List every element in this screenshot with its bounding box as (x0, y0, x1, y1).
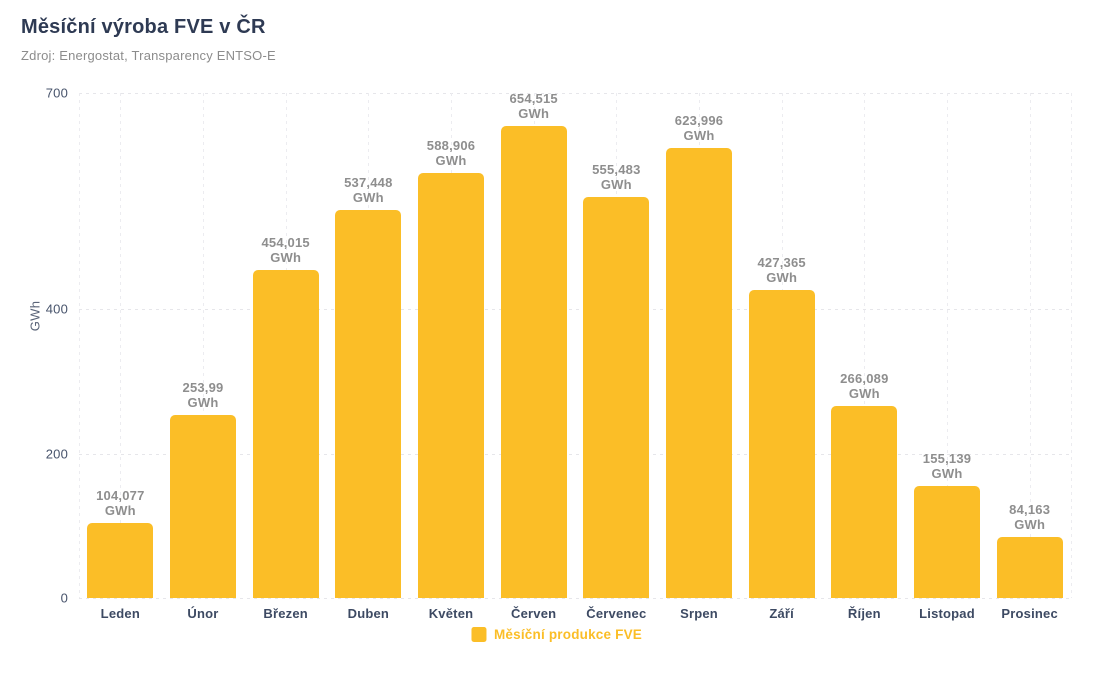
bar-leden[interactable] (87, 522, 154, 598)
bar-value-label: 266,089 GWh (840, 371, 889, 402)
gridline-vertical (1029, 93, 1031, 598)
gridline-vertical (1071, 93, 1072, 598)
bar-value-label: 253,99 GWh (182, 379, 224, 410)
chart-title: Měsíční výroba FVE v ČR (21, 16, 266, 38)
bar-listopad[interactable] (914, 486, 980, 598)
bar-value-label: 537,448 GWh (344, 175, 393, 206)
y-axis-title: GWh (27, 300, 43, 332)
gridline-horizontal (79, 93, 1071, 94)
bar-únor[interactable] (170, 414, 236, 598)
bar-value-label: 588,906 GWh (426, 138, 476, 169)
bar-říjen[interactable] (831, 406, 898, 598)
gridline-vertical (79, 93, 80, 598)
y-tick-label: 0 (60, 590, 68, 606)
bar-value-label: 427,365 GWh (757, 254, 806, 285)
gridline-horizontal (79, 598, 1071, 599)
gridline-vertical (203, 93, 204, 598)
bar-value-label: 454,015 GWh (261, 235, 310, 266)
legend-item[interactable]: Měsíční produkce FVE (470, 627, 643, 642)
y-tick-label: 200 (45, 446, 68, 462)
bar-prosinec[interactable] (996, 537, 1063, 598)
gridline-vertical (947, 93, 948, 598)
bar-value-label: 155,139 GWh (922, 451, 972, 482)
legend-swatch-icon (470, 627, 486, 642)
bar-value-label: 555,483 GWh (592, 162, 641, 193)
y-tick-label: 700 (45, 85, 68, 101)
gridline-horizontal (79, 453, 1071, 455)
x-axis-label-leden: Leden (100, 606, 140, 621)
gridline-vertical (120, 93, 122, 598)
bar-červen[interactable] (500, 125, 567, 598)
bar-value-label: 623,996 GWh (674, 112, 724, 143)
bar-value-label: 654,515 GWh (509, 90, 558, 121)
x-axis-label-březen: Březen (263, 606, 308, 621)
bar-červenec[interactable] (583, 197, 650, 598)
bar-srpen[interactable] (666, 147, 732, 598)
legend-label: Měsíční produkce FVE (493, 627, 643, 642)
gridline-horizontal (79, 309, 1071, 311)
x-axis-label-červenec: Červenec (586, 606, 647, 621)
plot-area: 0 200 400 700 104,077 GWh Leden 253,99 GWh Únor 45… (46, 86, 1072, 621)
x-axis-label-únor: Únor (187, 606, 219, 621)
x-axis-label-duben: Duben (347, 606, 390, 621)
x-axis-label-říjen: Říjen (847, 606, 881, 621)
chart-subtitle: Zdroj: Energostat, Transparency ENTSO-E (21, 48, 276, 63)
x-axis-label-prosinec: Prosinec (1001, 606, 1058, 621)
bar-září[interactable] (748, 289, 815, 598)
bar-duben[interactable] (335, 210, 402, 598)
y-tick-label: 400 (45, 301, 68, 317)
x-axis-label-květen: Květen (428, 606, 474, 621)
x-axis-label-listopad: Listopad (919, 606, 975, 621)
bar-květen[interactable] (418, 173, 484, 598)
bar-value-label: 104,077 GWh (96, 487, 145, 518)
gridline-vertical (864, 93, 866, 598)
x-axis-label-září: Září (769, 606, 794, 621)
x-axis-label-srpen: Srpen (680, 606, 718, 621)
x-axis-label-červen: Červen (511, 606, 557, 621)
bar-březen[interactable] (252, 270, 319, 598)
bar-value-label: 84,163 GWh (1009, 502, 1051, 533)
